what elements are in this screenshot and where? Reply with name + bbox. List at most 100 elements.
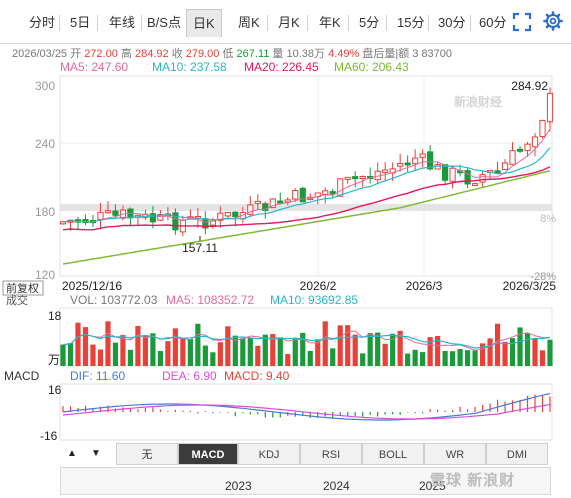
volume-bar [405,353,411,366]
volume-bar [509,338,516,366]
volume-bar [479,343,486,366]
macd-value: MACD: 9.40 [224,369,290,383]
pct-tick: 8% [540,213,556,225]
ma10-label: MA10: 237.58 [152,60,227,74]
tab-monthly-k[interactable]: 月K [278,15,300,30]
volume-bar [360,353,366,366]
volume-bar [142,336,149,366]
tab-intraday[interactable]: 分时 [29,15,56,30]
volume-panel-frame [59,307,553,367]
volume-bar [539,350,546,366]
ma60-label: MA60: 206.43 [334,60,409,74]
xueqiu-watermark: 雪球 新浪财 [430,472,516,489]
volume-bar [270,334,276,366]
volume-bar [180,338,186,366]
volume-bar [382,343,388,366]
tab-separator [59,15,60,31]
candle-body [382,169,389,173]
tab-yearly-k[interactable]: 年K [319,15,341,30]
scroll-up-button[interactable]: ▲ [67,448,77,459]
ma10-line [62,147,551,223]
volume-bar [120,335,126,366]
tab-5min[interactable]: 5分 [359,15,380,30]
tab-weekly-k[interactable]: 周K [238,15,260,30]
candle-body [269,198,276,209]
adjust-mode-badge[interactable] [2,280,44,296]
candle-body [524,143,531,152]
kline-chart[interactable]: 300 240 180 120 8% -28% 新浪财经 284.92 157.… [0,0,571,442]
scroll-down-button[interactable]: ▼ [91,448,101,459]
candle-body [262,203,269,211]
ma5-line [62,128,551,223]
volume-bar [315,339,321,366]
candle-body [172,212,179,231]
volume-bar [217,342,223,366]
ma20-line [62,166,551,231]
year-label: 2025 [419,479,446,493]
candle-body [149,213,157,223]
indicator-tab-rsi[interactable]: RSI [300,443,362,465]
candle-body [209,220,216,226]
volume-bar [427,337,433,366]
tab-bs-points[interactable]: B/S点 [147,15,181,30]
volume-bar [195,323,201,366]
volume-bar [517,327,523,366]
indicator-tab-kdj[interactable]: KDJ [238,443,300,465]
candle-body [546,92,554,123]
volume-bar [105,321,111,366]
fullscreen-icon[interactable] [512,12,532,32]
indicator-tab-wr[interactable]: WR [424,443,486,465]
volume-bar [232,335,238,366]
volume-bar [487,338,493,366]
candle-body [284,199,291,203]
candle-body [217,212,224,221]
tab-60min[interactable]: 60分 [479,15,507,30]
volume-bar [322,321,328,366]
volume-bar [210,352,216,366]
macd-dif: DIF: 11.60 [70,369,125,383]
quote-info-line: 2026/03/25 开 272.00 高 284.92 收 279.00 低 … [12,48,453,60]
indicator-tab-dmi[interactable]: DMI [486,443,548,465]
volume-bar [202,345,208,366]
tab-separator [267,15,268,31]
vol-ma5: MA5: 108352.72 [166,293,254,307]
volume-bar [390,333,396,366]
date-label: 2025/12/16 [62,279,122,293]
tab-daily-k[interactable]: 日K [186,9,222,37]
gear-icon[interactable] [543,11,563,31]
volume-bar [172,328,178,366]
tab-yearline[interactable]: 年线 [109,15,136,30]
volume-bar [420,352,426,366]
indicator-tab-boll[interactable]: BOLL [362,443,424,465]
volume-bar [524,333,531,366]
price-panel-frame [59,75,553,277]
tab-separator [141,15,142,31]
volume-bar [352,334,358,366]
volume-bar [397,330,403,366]
volume-bar [502,341,508,366]
after-hours-info: 盘后量|额 3 83700 [362,48,453,60]
candle-body [59,221,67,225]
adjust-mode-label: 前复权 [6,281,39,295]
tab-separator [307,15,308,31]
price-tick: 300 [35,79,55,93]
vol-ma10-line [62,333,551,349]
range-navigator[interactable]: 2023 2024 2025 [60,467,551,495]
tab-30min[interactable]: 30分 [438,15,466,30]
dif-line [62,392,551,421]
tab-separator [428,15,429,31]
tab-15min[interactable]: 15分 [397,15,425,30]
macd-bottom-tick: -16 [40,429,58,442]
volume-top-tick: 18 [48,309,62,323]
ma20-label: MA20: 226.45 [244,60,319,74]
volume-bar [292,338,298,366]
candle-body [247,204,254,215]
volume-bars [60,321,553,366]
indicator-tab-none[interactable]: 无 [116,443,178,465]
tab-5day[interactable]: 5日 [70,15,91,30]
volume-bar [472,350,478,366]
volume-bar [450,351,456,366]
open-price: 272.00 [84,48,118,60]
candle-body [112,210,119,216]
indicator-tab-macd[interactable]: MACD [178,443,238,465]
